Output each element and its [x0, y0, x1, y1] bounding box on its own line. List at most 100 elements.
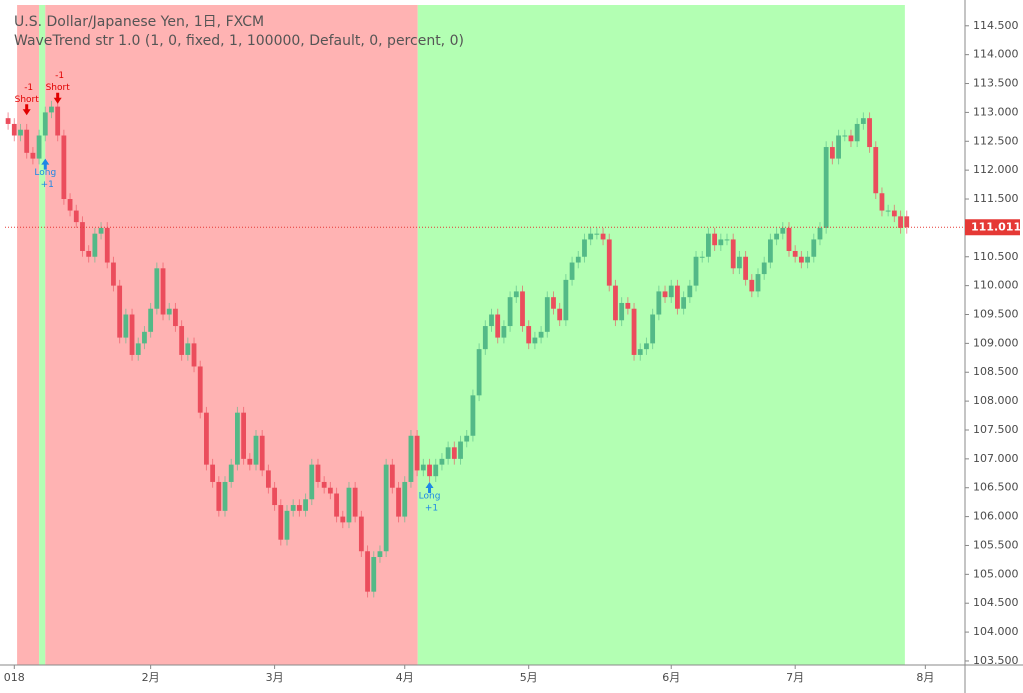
candle-body: [551, 297, 556, 309]
candle-body: [681, 297, 687, 309]
x-tick-label: 4月: [396, 671, 414, 684]
last-price-label: 111.011: [971, 220, 1021, 233]
candle-body: [470, 395, 476, 436]
x-tick-label: 3月: [266, 671, 284, 684]
chart-title: U.S. Dollar/Japanese Yen, 1日, FXCM: [14, 14, 264, 30]
candle-body: [699, 256, 705, 258]
candle-body: [117, 285, 123, 338]
candle-body: [123, 314, 129, 338]
candle-body: [867, 118, 872, 148]
candle-body: [464, 435, 470, 442]
candle-body: [55, 106, 61, 136]
y-tick-label: 106.000: [973, 510, 1019, 523]
candle-body: [575, 256, 581, 263]
candle-body: [352, 487, 358, 517]
candle-body: [49, 106, 54, 113]
candle-body: [904, 216, 910, 228]
signal-label: Short: [46, 83, 71, 93]
candle-body: [544, 297, 550, 332]
y-tick-label: 113.000: [973, 105, 1019, 118]
candle-body: [569, 262, 575, 280]
y-tick-label: 110.000: [973, 279, 1019, 292]
x-tick-label: 7月: [786, 671, 804, 684]
candle-body: [712, 233, 718, 246]
candle-body: [383, 464, 389, 552]
y-tick-label: 104.000: [973, 625, 1019, 638]
candle-body: [24, 129, 30, 153]
candle-body: [526, 326, 532, 344]
signal-zone: [39, 5, 46, 665]
candle-body: [805, 256, 810, 263]
candle-body: [662, 291, 668, 298]
candle-body: [272, 487, 277, 506]
candle-body: [687, 285, 693, 298]
candle-body: [228, 464, 234, 482]
candle-body: [11, 123, 17, 136]
candle-body: [780, 227, 786, 234]
candle-body: [563, 279, 569, 321]
candle-body: [656, 291, 662, 315]
candle-body: [160, 268, 166, 315]
candle-body: [408, 435, 414, 482]
y-tick-label: 104.500: [973, 596, 1019, 609]
candle-body: [414, 435, 420, 471]
candle-body: [625, 302, 631, 309]
candle-body: [98, 227, 104, 234]
candle-body: [210, 464, 216, 482]
candle-body: [724, 239, 730, 241]
candle-body: [204, 412, 209, 465]
candle-body: [278, 505, 284, 540]
signal-arrow: [53, 92, 62, 104]
candle-body: [761, 262, 767, 275]
candle-body: [898, 216, 903, 228]
candle-body: [495, 314, 501, 338]
candle-body: [848, 135, 854, 142]
y-tick-label: 107.000: [973, 452, 1019, 465]
signal-qty: -1: [55, 71, 64, 81]
candle-body: [5, 118, 11, 124]
candle-body: [823, 147, 829, 228]
y-tick-label: 108.500: [973, 365, 1019, 378]
x-tick-label: 8月: [916, 671, 934, 684]
y-tick-label: 108.000: [973, 394, 1019, 407]
y-tick-label: 110.500: [973, 250, 1019, 263]
candle-body: [185, 343, 191, 355]
candle-body: [817, 227, 823, 240]
candle-body: [650, 314, 656, 344]
y-tick-label: 105.000: [973, 567, 1019, 580]
candle-body: [706, 233, 711, 257]
candle-body: [309, 464, 315, 500]
last-price-box: [965, 219, 1020, 236]
y-tick-label: 114.500: [973, 19, 1019, 32]
candle-body: [61, 135, 67, 200]
candle-body: [365, 551, 370, 592]
candle-body: [166, 308, 172, 315]
y-tick-label: 111.500: [973, 192, 1019, 205]
candle-body: [458, 441, 463, 459]
candle-body: [30, 152, 36, 159]
candle-body: [718, 239, 724, 246]
candle-body: [222, 481, 228, 511]
candle-body: [389, 464, 395, 488]
signal-qty: +1: [41, 180, 54, 190]
y-tick-label: 112.000: [973, 163, 1019, 176]
candle-body: [588, 233, 594, 240]
candle-body: [346, 487, 352, 523]
candle-body: [631, 308, 637, 355]
candle-body: [774, 233, 779, 240]
candle-body: [358, 516, 364, 552]
candle-body: [340, 516, 346, 523]
y-tick-label: 109.500: [973, 308, 1019, 321]
candle-body: [873, 147, 879, 194]
candle-body: [42, 112, 48, 136]
candle-body: [371, 557, 377, 592]
signal-arrow: [22, 104, 31, 116]
candle-body: [854, 123, 860, 142]
candle-body: [92, 233, 98, 257]
candle-body: [767, 239, 773, 263]
candle-body: [265, 470, 271, 488]
y-tick-label: 105.500: [973, 538, 1019, 551]
y-tick-label: 113.500: [973, 77, 1019, 90]
